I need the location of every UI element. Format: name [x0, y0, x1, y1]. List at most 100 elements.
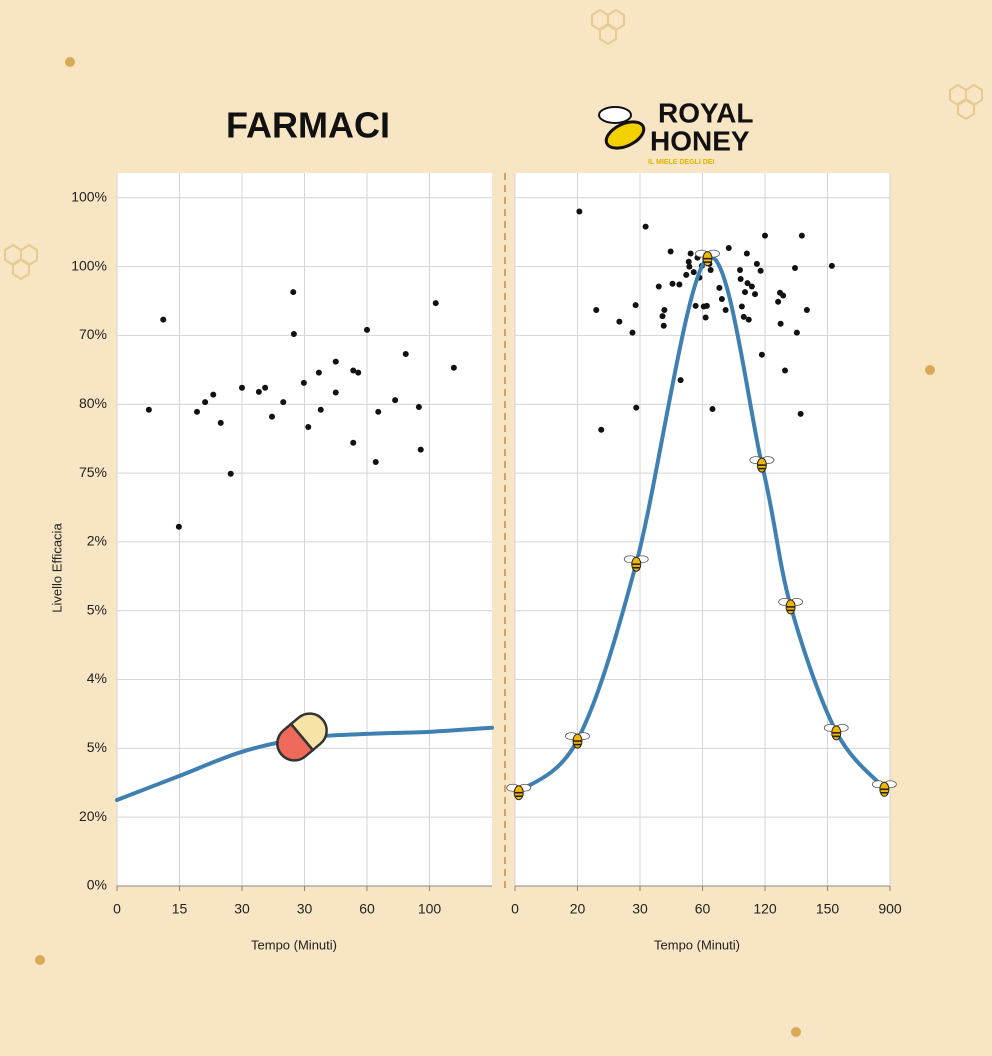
y-tick-label: 2%: [87, 533, 107, 549]
scatter-point: [793, 329, 800, 336]
y-tick-label: 70%: [79, 326, 107, 342]
scatter-point: [655, 283, 662, 290]
scatter-point: [792, 264, 798, 271]
bee-marker: [506, 783, 532, 801]
y-tick-label: 80%: [79, 395, 107, 411]
x-tick-label: 900: [878, 901, 902, 917]
scatter-point: [239, 384, 245, 391]
scatter-point: [375, 408, 382, 415]
scatter-point: [667, 248, 674, 255]
scatter-point: [753, 260, 760, 267]
logo-line: HONEY: [650, 125, 750, 156]
scatter-point: [828, 262, 835, 269]
bee-marker: [623, 555, 649, 572]
scatter-point: [709, 406, 716, 413]
scatter-point: [269, 413, 275, 420]
scatter-point: [740, 313, 747, 320]
scatter-point: [722, 306, 729, 313]
bee-marker: [695, 249, 720, 267]
scatter-point: [685, 258, 692, 265]
scatter-point: [659, 313, 666, 320]
scatter-point: [742, 289, 748, 296]
y-tick-label: 5%: [87, 739, 107, 755]
y-tick-label: 20%: [79, 808, 107, 824]
scatter-point: [280, 399, 287, 406]
chart-title: FARMACI: [226, 105, 390, 146]
scatter-point: [683, 271, 690, 278]
scatter-point: [745, 316, 752, 323]
scatter-point: [364, 326, 370, 333]
x-tick-label: 0: [113, 901, 121, 917]
scatter-point: [798, 232, 805, 239]
scatter-point: [797, 410, 804, 417]
bee-marker: [778, 597, 804, 615]
scatter-point: [677, 377, 684, 384]
y-axis-label: Livello Efficacia: [49, 523, 64, 613]
scatter-point: [202, 399, 209, 406]
line: [516, 254, 887, 794]
scatter-point: [629, 329, 636, 336]
scatter-point: [669, 280, 676, 287]
scatter-point: [692, 302, 699, 309]
scatter-point: [392, 397, 399, 404]
scatter-point: [210, 391, 217, 398]
logo: ROYAL HONEY IL MIELE DEGLI DEI: [598, 97, 753, 166]
scatter-point: [417, 446, 424, 453]
scatter-point: [262, 384, 269, 391]
scatter-point: [718, 295, 725, 302]
scatter-point: [660, 322, 667, 329]
pill-icon: [276, 712, 328, 762]
scatter-point: [350, 367, 357, 374]
y-tick-label: 0%: [87, 877, 107, 893]
scatter-point: [687, 250, 694, 257]
x-tick-label: 60: [695, 901, 711, 917]
scatter-point: [633, 404, 640, 411]
scatter-point: [145, 406, 152, 413]
scatter-point: [332, 358, 339, 365]
scatter-point: [355, 369, 362, 376]
y-tick-label: 75%: [79, 464, 107, 480]
x-tick-label: 30: [297, 901, 313, 917]
scatter-point: [642, 223, 649, 230]
bee-marker: [565, 732, 590, 749]
y-tick-label: 100%: [71, 257, 107, 273]
x-tick-label: 20: [570, 901, 586, 917]
scatter-point: [757, 267, 764, 274]
scatter-point: [194, 408, 200, 415]
scatter-point: [661, 306, 668, 313]
scatter-point: [175, 523, 182, 530]
x-axis-label: Tempo (Minuti): [654, 937, 740, 952]
scatter-point: [707, 267, 714, 274]
scatter-point: [744, 280, 751, 287]
bee-marker: [871, 780, 897, 797]
scatter-point: [725, 245, 732, 252]
logo-tagline: IL MIELE DEGLI DEI: [648, 159, 714, 166]
scatter-point: [702, 314, 709, 321]
scatter-point: [350, 439, 357, 446]
scatter-point: [780, 292, 787, 299]
scatter-point: [743, 250, 750, 257]
x-tick-label: 30: [234, 901, 250, 917]
scatter-point: [686, 263, 693, 270]
scatter-point: [752, 291, 758, 298]
scatter-point: [217, 419, 224, 426]
x-tick-label: 120: [753, 901, 777, 917]
scatter-point: [432, 300, 439, 307]
x-tick-label: 100: [418, 901, 442, 917]
x-tick-label: 0: [511, 901, 519, 917]
scatter-point: [255, 388, 262, 395]
scatter-point: [775, 298, 782, 305]
x-tick-label: 60: [359, 901, 375, 917]
y-tick-label: 100%: [71, 188, 107, 204]
pill-half: [289, 712, 328, 752]
scatter-point: [593, 306, 600, 313]
scatter-point: [803, 306, 810, 313]
x-tick-label: 30: [632, 901, 648, 917]
scatter-point: [632, 302, 639, 309]
scatter-point: [737, 275, 744, 282]
x-tick-label: 15: [172, 901, 188, 917]
scatter-point: [738, 303, 745, 310]
scatter-point: [758, 351, 765, 358]
y-tick-label: 5%: [87, 601, 107, 617]
